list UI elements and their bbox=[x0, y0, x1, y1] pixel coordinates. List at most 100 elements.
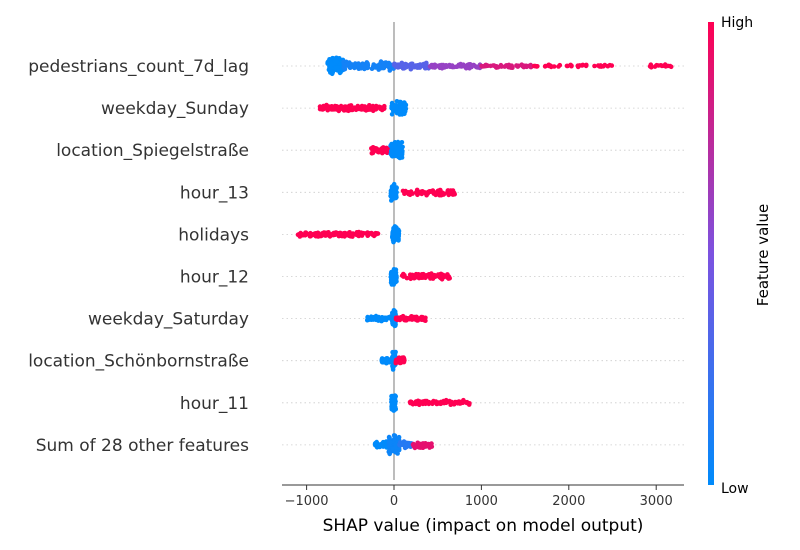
shap-point bbox=[491, 63, 497, 68]
shap-point bbox=[401, 355, 406, 360]
shap-point bbox=[577, 63, 582, 68]
shap-point bbox=[364, 231, 370, 237]
shap-point bbox=[386, 65, 392, 70]
shap-point bbox=[369, 230, 374, 236]
shap-point bbox=[339, 104, 344, 109]
shap-point bbox=[389, 407, 395, 412]
shap-point bbox=[298, 230, 303, 236]
shap-point bbox=[452, 192, 458, 197]
shap-point bbox=[367, 103, 372, 108]
shap-point bbox=[384, 356, 390, 361]
shap-point bbox=[378, 147, 383, 152]
shap-point bbox=[409, 315, 414, 321]
shap-point bbox=[393, 349, 398, 355]
shap-point bbox=[369, 151, 375, 156]
shap-point bbox=[342, 107, 348, 112]
shap-point bbox=[388, 191, 394, 196]
shap-point bbox=[324, 102, 329, 108]
shap-point bbox=[564, 63, 570, 69]
shap-point bbox=[455, 401, 461, 406]
shap-point bbox=[377, 444, 382, 450]
shap-point bbox=[384, 145, 389, 151]
shap-point bbox=[433, 399, 439, 404]
shap-point bbox=[395, 110, 401, 115]
shap-point bbox=[389, 150, 395, 156]
feature-label: holidays bbox=[178, 225, 249, 245]
shap-point bbox=[422, 442, 427, 448]
shap-point bbox=[348, 234, 353, 239]
shap-point bbox=[354, 231, 360, 236]
shap-point bbox=[474, 65, 480, 70]
shap-point bbox=[607, 62, 613, 68]
shap-point bbox=[393, 267, 399, 273]
shap-point bbox=[414, 318, 420, 323]
shap-point bbox=[333, 58, 338, 64]
shap-point bbox=[423, 62, 429, 67]
shap-point bbox=[401, 359, 407, 365]
shap-point bbox=[395, 139, 401, 145]
shap-point bbox=[426, 401, 432, 407]
shap-point bbox=[393, 192, 399, 198]
shap-point bbox=[392, 153, 398, 159]
shap-point bbox=[389, 112, 395, 117]
shap-point bbox=[392, 393, 398, 399]
shap-point bbox=[398, 315, 404, 320]
shap-point bbox=[459, 400, 465, 406]
shap-point bbox=[385, 150, 390, 155]
shap-point bbox=[408, 62, 413, 67]
shap-point bbox=[378, 106, 384, 111]
shap-point bbox=[380, 150, 385, 156]
shap-point bbox=[427, 189, 432, 194]
shap-point bbox=[532, 63, 538, 69]
shap-point bbox=[395, 233, 400, 238]
shap-point bbox=[413, 190, 419, 195]
shap-point bbox=[403, 441, 409, 447]
shap-point bbox=[358, 66, 364, 71]
shap-point bbox=[416, 274, 422, 280]
shap-point bbox=[569, 63, 574, 69]
shap-point bbox=[337, 56, 342, 61]
shap-point bbox=[329, 61, 334, 67]
feature-gridlines bbox=[282, 65, 684, 446]
shap-point bbox=[406, 191, 412, 197]
shap-point bbox=[443, 399, 448, 405]
shap-point bbox=[480, 64, 485, 69]
x-tick-label: −1000 bbox=[285, 494, 329, 509]
feature-label: weekday_Sunday bbox=[101, 99, 249, 119]
shap-point bbox=[403, 102, 409, 108]
shap-point bbox=[321, 230, 327, 235]
shap-point bbox=[365, 107, 371, 113]
shap-point bbox=[352, 65, 357, 71]
shap-point bbox=[392, 224, 398, 229]
shap-point bbox=[391, 228, 396, 233]
shap-point bbox=[390, 232, 396, 237]
shap-point bbox=[397, 99, 402, 105]
shap-point bbox=[320, 107, 325, 112]
shap-point bbox=[436, 273, 441, 279]
shap-point bbox=[422, 398, 428, 404]
shap-point bbox=[556, 64, 561, 69]
shap-point bbox=[336, 108, 342, 114]
shap-point bbox=[401, 273, 406, 278]
shap-point bbox=[660, 63, 666, 69]
shap-point bbox=[392, 398, 398, 403]
shap-point bbox=[375, 231, 381, 236]
shap-point bbox=[391, 143, 397, 149]
feature-label: hour_13 bbox=[180, 183, 249, 203]
feature-label: location_Spiegelstraße bbox=[56, 141, 249, 161]
shap-point bbox=[393, 404, 398, 410]
x-axis: −1000 0 1000 2000 3000 bbox=[282, 484, 684, 509]
shap-point bbox=[349, 62, 355, 67]
shap-point bbox=[428, 442, 434, 447]
shap-point bbox=[313, 233, 319, 239]
shap-point bbox=[592, 63, 597, 69]
shap-point bbox=[415, 63, 421, 68]
shap-point bbox=[327, 67, 332, 73]
shap-point bbox=[358, 232, 364, 237]
shap-point bbox=[373, 103, 379, 109]
shap-point bbox=[415, 440, 421, 446]
shap-point bbox=[373, 442, 379, 448]
shap-point bbox=[372, 146, 378, 151]
shap-point bbox=[392, 271, 398, 276]
shap-point bbox=[430, 273, 436, 279]
